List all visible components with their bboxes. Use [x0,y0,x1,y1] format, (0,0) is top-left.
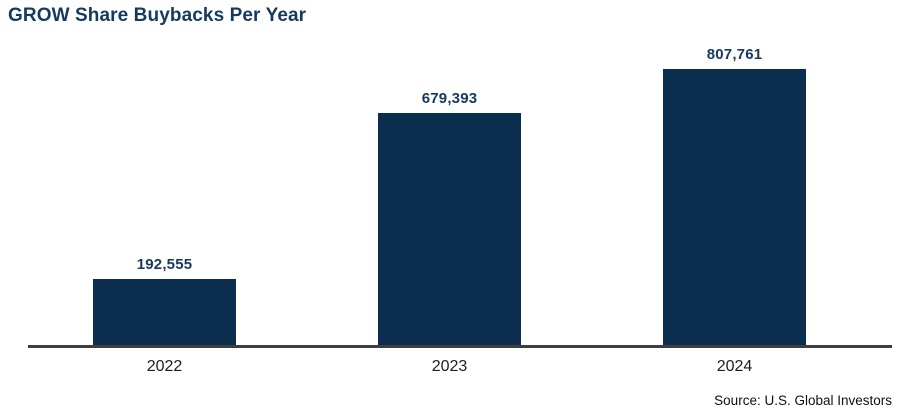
x-axis-line [28,345,892,348]
bar-2024 [663,69,806,345]
bar-group-2022: 192,555 [22,256,307,345]
bars-container: 192,555 679,393 807,761 [22,0,877,345]
bar-value-label-2024: 807,761 [706,46,763,63]
source-note: Source: U.S. Global Investors [714,393,892,408]
chart-title: GROW Share Buybacks Per Year [8,5,307,26]
bar-value-label-2023: 679,393 [421,90,478,107]
bar-2023 [378,113,521,345]
bar-value-label-2022: 192,555 [136,256,193,273]
bar-2022 [93,279,236,345]
x-tick-label-2024: 2024 [716,358,753,375]
x-axis-labels: 2022 2023 2024 [22,358,877,376]
x-tick-label-2023: 2023 [431,358,468,375]
x-tick-label-2022: 2022 [146,358,183,375]
bar-group-2024: 807,761 [592,46,877,345]
bar-group-2023: 679,393 [307,90,592,345]
